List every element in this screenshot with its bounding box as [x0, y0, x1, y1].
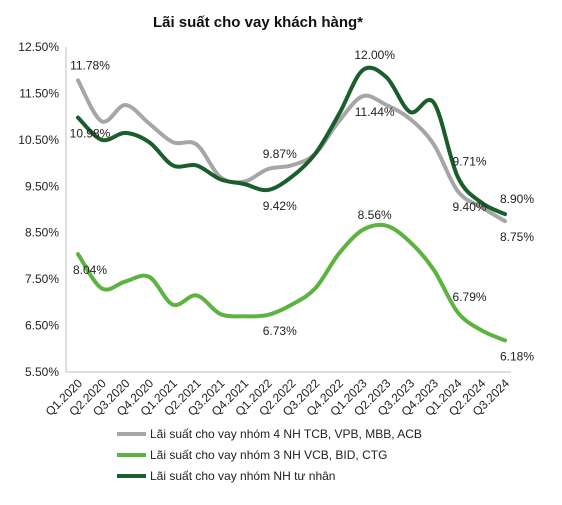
data-label: 9.71%	[453, 155, 487, 169]
data-label: 10.98%	[70, 127, 111, 141]
data-labels-layer: 11.78% 9.87% 11.44% 9.40% 8.75% 8.04% 6.73% 8.5…	[70, 48, 535, 363]
data-label: 8.56%	[358, 208, 392, 222]
series-layer	[76, 65, 507, 343]
data-label: 6.18%	[500, 349, 534, 363]
y-tick-label: 12.50%	[18, 40, 59, 54]
data-label: 9.42%	[263, 199, 297, 213]
data-label: 8.75%	[500, 230, 534, 244]
y-tick-label: 8.50%	[25, 226, 59, 240]
data-label: 6.79%	[453, 290, 487, 304]
data-label: 9.87%	[263, 147, 297, 161]
y-tick-label: 9.50%	[25, 179, 59, 193]
data-label: 6.73%	[263, 324, 297, 338]
chart-axes: 12.50% 11.50% 10.50% 9.50% 8.50% 7.50% 6.50% 5.…	[18, 40, 512, 419]
y-tick-label: 5.50%	[25, 365, 59, 379]
y-tick-label: 10.50%	[18, 133, 59, 147]
legend-label: Lãi suất cho vay nhóm NH tư nhân	[150, 469, 335, 483]
data-label: 11.44%	[355, 105, 395, 119]
chart-title: Lãi suất cho vay khách hàng*	[153, 14, 363, 31]
data-label: 8.90%	[500, 192, 534, 206]
y-tick-label: 11.50%	[19, 86, 59, 100]
legend-label: Lãi suất cho vay nhóm 4 NH TCB, VPB, MBB…	[150, 427, 422, 441]
series-line-group4	[76, 78, 507, 224]
data-label: 11.78%	[70, 58, 110, 72]
legend-label: Lãi suất cho vay nhóm 3 NH VCB, BID, CTG	[150, 448, 387, 462]
series-line-group3	[76, 222, 507, 343]
data-label: 8.04%	[73, 263, 107, 277]
y-tick-label: 6.50%	[25, 319, 59, 333]
y-tick-label: 7.50%	[25, 272, 59, 286]
legend: Lãi suất cho vay nhóm 4 NH TCB, VPB, MBB…	[117, 427, 422, 483]
data-label: 12.00%	[354, 48, 395, 62]
series-line-private	[76, 65, 507, 217]
data-label: 9.40%	[453, 200, 487, 214]
